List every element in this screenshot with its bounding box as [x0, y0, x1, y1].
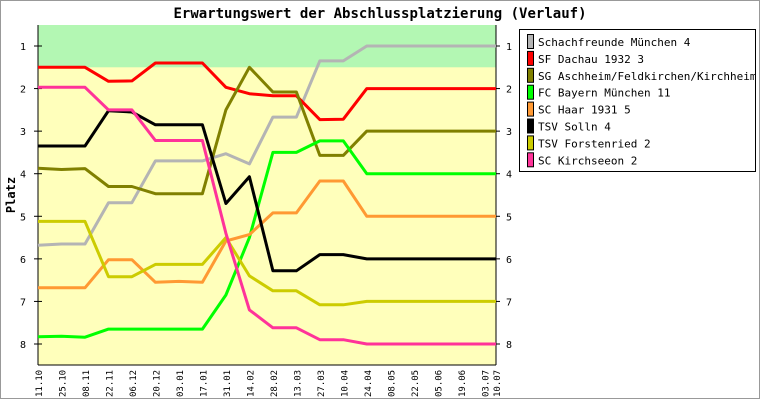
x-tick-label: 05.06 [434, 370, 444, 397]
x-tick-label: 24.04 [364, 370, 374, 397]
x-tick-label: 11.10 [35, 370, 45, 397]
y-tick-label-right: 8 [506, 340, 512, 351]
legend-label: FC Bayern München 11 [538, 87, 670, 100]
legend-label: TSV Forstenried 2 [538, 137, 651, 150]
y-tick-label-right: 7 [506, 297, 512, 308]
y-tick-label-right: 2 [506, 85, 512, 96]
y-tick-label-left: 4 [20, 170, 26, 181]
x-tick-label: 03.07 [481, 370, 491, 397]
legend-label: SC Kirchseeon 2 [538, 154, 637, 167]
legend-label: SF Dachau 1932 3 [538, 53, 644, 66]
legend-swatch [528, 35, 534, 49]
legend-swatch [528, 102, 534, 116]
legend-swatch [528, 85, 534, 99]
y-tick-label-right: 4 [506, 170, 512, 181]
chart-title: Erwartungswert der Abschlussplatzierung … [173, 6, 586, 22]
legend-label: SG Aschheim/Feldkirchen/Kirchheim 3 [538, 70, 760, 83]
x-tick-label: 08.11 [82, 370, 92, 397]
y-tick-label-left: 1 [20, 42, 26, 53]
x-tick-label: 19.06 [458, 370, 468, 397]
y-tick-label-right: 1 [506, 42, 512, 53]
legend-swatch [528, 153, 534, 167]
legend-swatch [528, 119, 534, 133]
x-tick-label: 28.02 [270, 370, 280, 397]
legend-swatch [528, 68, 534, 82]
x-tick-label: 13.03 [293, 370, 303, 397]
x-tick-label: 06.12 [129, 370, 139, 397]
y-tick-label-right: 6 [506, 255, 512, 266]
x-tick-label: 10.07 [493, 370, 503, 397]
y-tick-label-left: 3 [20, 127, 26, 138]
y-tick-label-left: 7 [20, 297, 26, 308]
x-tick-label: 03.01 [176, 370, 186, 397]
legend: Schachfreunde München 4 SF Dachau 1932 3 S… [520, 30, 760, 172]
y-tick-label-left: 6 [20, 255, 26, 266]
y-tick-label-left: 5 [20, 212, 26, 223]
x-tick-label: 27.03 [317, 370, 327, 397]
x-tick-label: 25.10 [58, 370, 68, 397]
x-tick-label: 17.01 [199, 370, 209, 397]
x-tick-label: 22.05 [411, 370, 421, 397]
legend-swatch [528, 51, 534, 65]
legend-label: SC Haar 1931 5 [538, 104, 631, 117]
y-tick-label-right: 3 [506, 127, 512, 138]
x-tick-label: 31.01 [223, 370, 233, 397]
y-tick-label-right: 5 [506, 212, 512, 223]
x-tick-label: 20.12 [152, 370, 162, 397]
legend-label: TSV Solln 4 [538, 121, 611, 134]
x-tick-label: 22.11 [105, 370, 115, 397]
x-tick-label: 08.05 [387, 370, 397, 397]
legend-swatch [528, 136, 534, 150]
y-axis-label: Platz [4, 177, 18, 213]
x-tick-label: 14.02 [246, 370, 256, 397]
y-tick-label-left: 8 [20, 340, 26, 351]
y-tick-label-left: 2 [20, 85, 26, 96]
plot-background [38, 25, 496, 365]
legend-label: Schachfreunde München 4 [538, 36, 691, 49]
x-tick-label: 10.04 [340, 370, 350, 397]
